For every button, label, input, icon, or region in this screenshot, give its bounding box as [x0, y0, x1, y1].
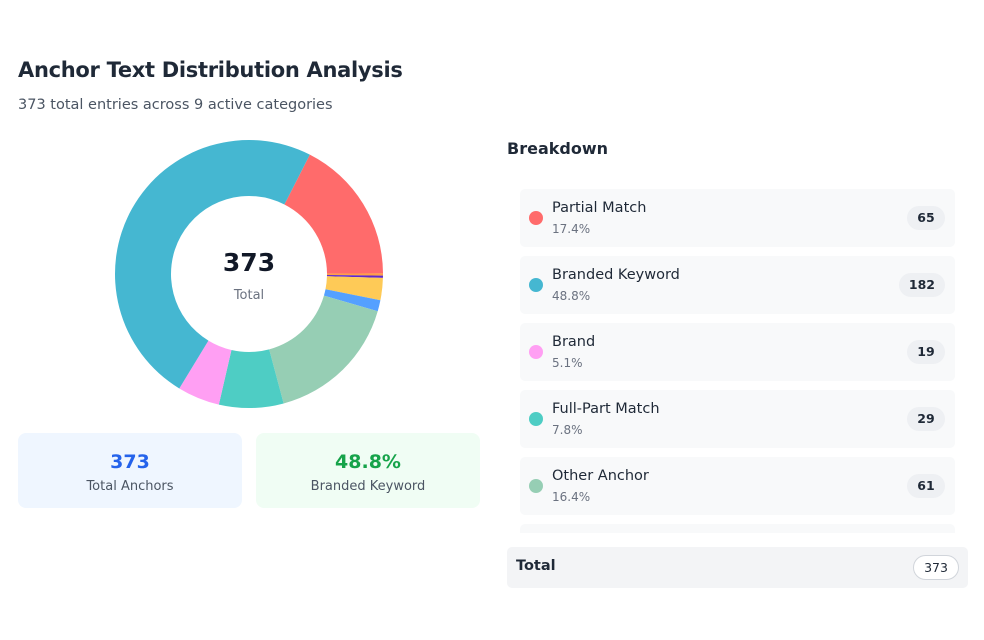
item-name: Branded Keyword — [552, 267, 680, 283]
list-item[interactable] — [520, 524, 955, 533]
item-count-badge: 61 — [907, 474, 945, 498]
list-item[interactable]: Full-Part Match 7.8% 29 — [520, 390, 955, 448]
page-subtitle: 373 total entries across 9 active catego… — [18, 97, 333, 113]
color-dot-icon — [529, 278, 543, 292]
item-name: Brand — [552, 334, 596, 350]
item-name: Full-Part Match — [552, 401, 660, 417]
color-dot-icon — [529, 211, 543, 225]
total-badge: 373 — [913, 555, 959, 580]
donut-center-label: Total — [233, 288, 265, 303]
stat-label: Branded Keyword — [310, 479, 426, 494]
item-percent: 17.4% — [552, 222, 591, 236]
donut-slice-partial-match[interactable] — [284, 154, 383, 274]
item-count-badge: 182 — [898, 273, 945, 297]
color-dot-icon — [529, 412, 543, 426]
donut-slice-unlabeled-2[interactable] — [326, 274, 383, 278]
list-item[interactable]: Partial Match 17.4% 65 — [520, 189, 955, 247]
list-item[interactable]: Branded Keyword 48.8% 182 — [520, 256, 955, 314]
donut-slice-unlabeled-1[interactable] — [326, 273, 383, 276]
stat-value: 373 — [110, 451, 150, 473]
total-label: Total — [516, 558, 556, 574]
item-percent: 16.4% — [552, 490, 591, 504]
stat-card-total-anchors: 373 Total Anchors — [18, 433, 242, 508]
breakdown-title: Breakdown — [507, 139, 608, 158]
color-dot-icon — [529, 345, 543, 359]
list-item[interactable]: Other Anchor 16.4% 61 — [520, 457, 955, 515]
page-title: Anchor Text Distribution Analysis — [18, 58, 403, 82]
donut-chart — [115, 140, 383, 408]
item-count-badge: 29 — [907, 407, 945, 431]
stat-label: Total Anchors — [86, 479, 174, 494]
list-item[interactable]: Brand 5.1% 19 — [520, 323, 955, 381]
donut-slice-other-anchor[interactable] — [269, 295, 378, 404]
donut-slice-unlabeled-3[interactable] — [325, 276, 383, 301]
total-row: Total 373 — [507, 547, 968, 588]
item-count-badge: 19 — [907, 340, 945, 364]
stat-card-branded-keyword: 48.8% Branded Keyword — [256, 433, 480, 508]
breakdown-list[interactable]: Partial Match 17.4% 65 Branded Keyword 4… — [520, 189, 955, 533]
donut-center-value: 373 — [222, 248, 276, 277]
item-percent: 7.8% — [552, 423, 583, 437]
item-percent: 48.8% — [552, 289, 591, 303]
color-dot-icon — [529, 479, 543, 493]
stat-value: 48.8% — [335, 451, 401, 473]
item-name: Other Anchor — [552, 468, 649, 484]
donut-slice-branded-keyword[interactable] — [115, 140, 310, 389]
donut-slice-full-part-match[interactable] — [218, 349, 284, 408]
item-name: Partial Match — [552, 200, 647, 216]
item-percent: 5.1% — [552, 356, 583, 370]
item-count-badge: 65 — [907, 206, 945, 230]
donut-slice-brand[interactable] — [179, 340, 232, 405]
donut-slice-unlabeled-4[interactable] — [323, 289, 381, 312]
